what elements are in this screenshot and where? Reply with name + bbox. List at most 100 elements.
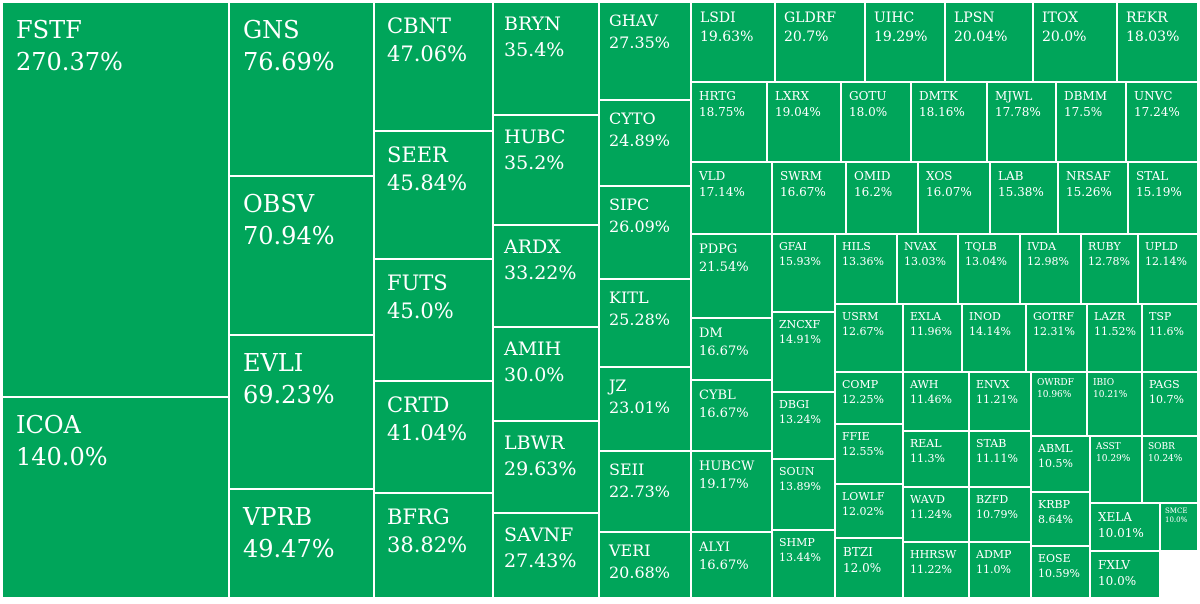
cell-ticker: XOS	[926, 169, 953, 183]
cell-ticker: ENVX	[976, 378, 1010, 391]
cell-ticker: LXRX	[775, 89, 810, 103]
treemap-cell-lxrx: LXRX 19.04%	[767, 82, 841, 162]
treemap-cell-smce: SMCE 10.0%	[1160, 503, 1198, 551]
cell-ticker: NRSAF	[1066, 169, 1111, 183]
cell-percent: 19.63%	[700, 28, 754, 45]
cell-percent: 22.73%	[609, 481, 671, 501]
cell-percent: 12.14%	[1145, 254, 1187, 268]
cell-percent: 15.26%	[1066, 185, 1112, 200]
cell-percent: 15.93%	[779, 254, 821, 268]
cell-percent: 35.4%	[504, 38, 565, 61]
cell-percent: 13.36%	[842, 254, 884, 268]
treemap-cell-pags: PAGS 10.7%	[1142, 372, 1198, 436]
treemap-cell-nvax: NVAX 13.03%	[897, 234, 958, 304]
treemap-cell-ivda: IVDA 12.98%	[1020, 234, 1081, 304]
cell-percent: 18.75%	[699, 105, 745, 120]
cell-ticker: DM	[699, 326, 723, 341]
cell-ticker: BRYN	[504, 13, 561, 35]
cell-percent: 10.24%	[1148, 454, 1183, 465]
cell-percent: 11.52%	[1094, 324, 1136, 338]
treemap-cell-jz: JZ 23.01%	[599, 367, 691, 451]
cell-ticker: GLDRF	[784, 10, 836, 26]
cell-ticker: LOWLF	[842, 490, 885, 503]
treemap-cell-asst: ASST 10.29%	[1090, 436, 1142, 503]
cell-percent: 33.22%	[504, 261, 577, 284]
cell-ticker: IVDA	[1027, 240, 1057, 253]
cell-ticker: PDPG	[699, 242, 738, 257]
treemap-cell-lbwr: LBWR 29.63%	[493, 421, 599, 513]
cell-percent: 16.67%	[699, 405, 749, 421]
treemap-cell-hils: HILS 13.36%	[835, 234, 897, 304]
cell-ticker: GFAI	[779, 240, 807, 253]
cell-percent: 21.54%	[699, 259, 749, 275]
cell-percent: 45.0%	[387, 299, 454, 324]
cell-percent: 19.04%	[775, 105, 821, 120]
cell-percent: 29.63%	[504, 457, 577, 480]
treemap-cell-xela: XELA 10.01%	[1090, 503, 1160, 551]
cell-percent: 17.24%	[1134, 105, 1180, 120]
cell-percent: 16.67%	[699, 343, 749, 359]
cell-ticker: GNS	[243, 16, 300, 44]
treemap-cell-gotu: GOTU 18.0%	[841, 82, 911, 162]
treemap-cell-hhrsw: HHRSW 11.22%	[903, 542, 969, 598]
cell-percent: 10.59%	[1038, 566, 1080, 580]
treemap-cell-ibio: IBIO 10.21%	[1087, 372, 1142, 436]
treemap-cell-crtd: CRTD 41.04%	[374, 381, 493, 493]
cell-ticker: WAVD	[910, 493, 945, 506]
cell-percent: 49.47%	[243, 535, 335, 564]
cell-ticker: ADMP	[976, 548, 1012, 561]
cell-percent: 23.01%	[609, 397, 671, 417]
treemap-cell-ffie: FFIE 12.55%	[835, 424, 903, 484]
cell-ticker: MJWL	[995, 89, 1033, 103]
treemap-cell-dbmm: DBMM 17.5%	[1056, 82, 1126, 162]
cell-ticker: SWRM	[780, 169, 822, 183]
treemap-cell-veri: VERI 20.68%	[599, 532, 691, 598]
cell-percent: 14.14%	[969, 324, 1011, 338]
cell-percent: 10.5%	[1038, 456, 1073, 470]
treemap-cell-mjwl: MJWL 17.78%	[987, 82, 1056, 162]
cell-ticker: XELA	[1098, 510, 1132, 524]
cell-percent: 13.24%	[779, 412, 821, 426]
cell-percent: 10.21%	[1093, 390, 1128, 401]
cell-percent: 11.96%	[910, 324, 952, 338]
cell-percent: 70.94%	[243, 222, 335, 251]
cell-percent: 25.28%	[609, 309, 671, 329]
cell-ticker: AMIH	[504, 338, 562, 360]
treemap-cell-soun: SOUN 13.89%	[772, 459, 835, 530]
cell-ticker: UNVC	[1134, 89, 1173, 103]
cell-ticker: EVLI	[243, 349, 304, 377]
treemap-cell-owrdf: OWRDF 10.96%	[1031, 372, 1087, 436]
treemap-cell-tsp: TSP 11.6%	[1142, 304, 1198, 372]
cell-ticker: ZNCXF	[779, 318, 821, 331]
treemap-cell-tqlb: TQLB 13.04%	[958, 234, 1020, 304]
cell-ticker: TSP	[1149, 310, 1172, 323]
treemap-cell-cyto: CYTO 24.89%	[599, 100, 691, 186]
cell-percent: 12.98%	[1027, 254, 1069, 268]
cell-percent: 15.38%	[998, 185, 1044, 200]
cell-percent: 16.67%	[780, 185, 826, 200]
treemap-cell-nrsaf: NRSAF 15.26%	[1058, 162, 1128, 234]
treemap-cell-seii: SEII 22.73%	[599, 451, 691, 532]
cell-ticker: UIHC	[874, 10, 915, 26]
cell-ticker: UPLD	[1145, 240, 1178, 253]
cell-ticker: VPRB	[243, 503, 313, 531]
treemap-cell-amih: AMIH 30.0%	[493, 327, 599, 421]
treemap-cell-vprb: VPRB 49.47%	[229, 489, 374, 598]
treemap-cell-btzi: BTZI 12.0%	[835, 538, 903, 598]
treemap-cell-unvc: UNVC 17.24%	[1126, 82, 1198, 162]
cell-ticker: COMP	[842, 378, 879, 391]
cell-percent: 27.43%	[504, 549, 577, 572]
cell-ticker: ASST	[1096, 442, 1121, 452]
cell-ticker: GHAV	[609, 11, 659, 30]
cell-ticker: FXLV	[1098, 558, 1131, 572]
cell-ticker: DMTK	[919, 89, 958, 103]
treemap-cell-rekr: REKR 18.03%	[1117, 2, 1198, 82]
cell-ticker: HUBCW	[699, 459, 755, 474]
cell-ticker: ARDX	[504, 236, 561, 258]
cell-percent: 11.11%	[976, 451, 1018, 465]
treemap-cell-ghav: GHAV 27.35%	[599, 2, 691, 100]
cell-percent: 12.67%	[842, 324, 884, 338]
cell-ticker: SHMP	[779, 536, 815, 549]
cell-ticker: DBMM	[1064, 89, 1108, 103]
cell-percent: 8.64%	[1038, 512, 1073, 526]
